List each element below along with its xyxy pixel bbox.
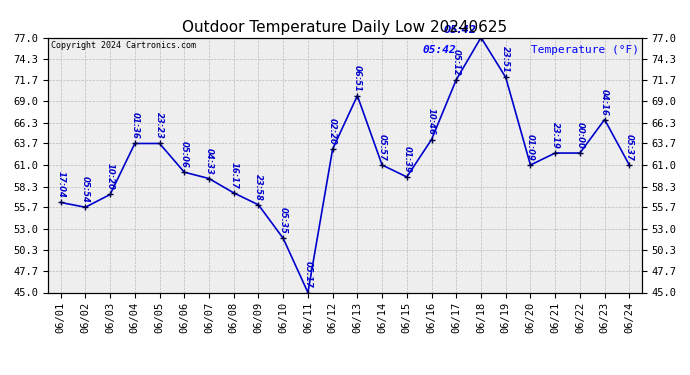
Text: 05:37: 05:37	[625, 134, 634, 161]
Text: 05:06: 05:06	[180, 141, 189, 168]
Text: 05:42: 05:42	[422, 45, 456, 55]
Text: 10:20: 10:20	[106, 164, 115, 190]
Text: 05:17: 05:17	[304, 261, 313, 288]
Text: 00:00: 00:00	[575, 122, 584, 149]
Text: 05:57: 05:57	[377, 134, 386, 161]
Text: 04:33: 04:33	[204, 147, 213, 174]
Text: 23:23: 23:23	[155, 112, 164, 140]
Text: Copyright 2024 Cartronics.com: Copyright 2024 Cartronics.com	[51, 41, 196, 50]
Title: Outdoor Temperature Daily Low 20240625: Outdoor Temperature Daily Low 20240625	[182, 20, 508, 35]
Text: 01:39: 01:39	[402, 146, 411, 173]
Text: 01:09: 01:09	[526, 134, 535, 161]
Text: 06:51: 06:51	[353, 64, 362, 92]
Text: 01:36: 01:36	[130, 112, 139, 140]
Text: 05:42: 05:42	[444, 25, 477, 35]
Text: 02:20: 02:20	[328, 118, 337, 145]
Text: 16:17: 16:17	[229, 162, 238, 189]
Text: 04:16: 04:16	[600, 88, 609, 116]
Text: 23:58: 23:58	[254, 174, 263, 201]
Text: 10:46: 10:46	[427, 108, 436, 135]
Text: 05:12: 05:12	[452, 49, 461, 76]
Text: 23:51: 23:51	[501, 46, 510, 73]
Text: 23:19: 23:19	[551, 122, 560, 149]
Text: 05:54: 05:54	[81, 176, 90, 203]
Text: Temperature (°F): Temperature (°F)	[531, 45, 639, 55]
Text: 17:04: 17:04	[56, 171, 65, 198]
Text: 05:35: 05:35	[279, 207, 288, 234]
